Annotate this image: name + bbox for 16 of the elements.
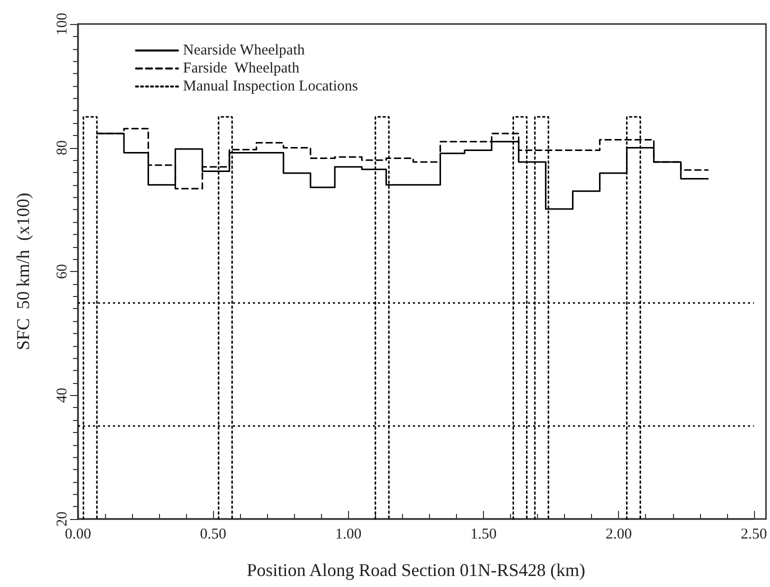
legend-label: Farside Wheelpath — [183, 60, 300, 76]
y-tick-label: 80 — [54, 140, 70, 156]
y-tick-label: 100 — [54, 12, 70, 36]
x-tick-label: 2.50 — [740, 526, 767, 542]
x-tick-label: 1.50 — [470, 526, 497, 542]
x-tick-label: 0.00 — [64, 526, 92, 542]
y-tick-label: 60 — [54, 264, 70, 279]
y-tick-label: 40 — [54, 388, 70, 403]
y-axis-title: SFC 50 km/h (x100) — [13, 192, 33, 350]
x-tick-label: 1.00 — [335, 526, 362, 542]
x-axis-title: Position Along Road Section 01N-RS428 (km) — [246, 560, 586, 580]
legend-label: Manual Inspection Locations — [183, 78, 358, 94]
y-tick-label: 20 — [54, 512, 70, 526]
x-tick-label: 2.00 — [606, 526, 632, 542]
x-tick-label: 0.50 — [200, 526, 226, 542]
legend-label: Nearside Wheelpath — [183, 42, 306, 58]
